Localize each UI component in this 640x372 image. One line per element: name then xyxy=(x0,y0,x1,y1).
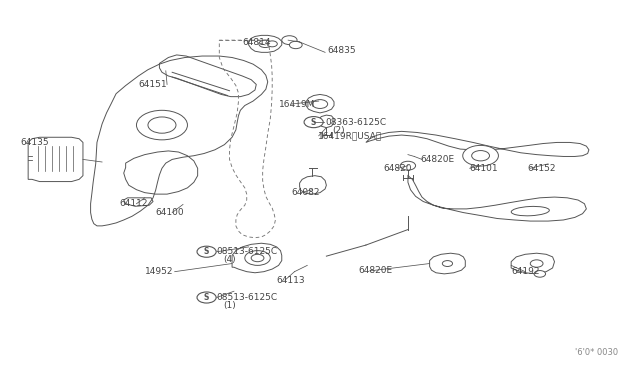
Circle shape xyxy=(251,254,264,262)
Text: S: S xyxy=(204,293,209,302)
Circle shape xyxy=(442,260,452,266)
Text: 08513-6125C: 08513-6125C xyxy=(217,247,278,256)
Circle shape xyxy=(267,41,277,47)
Circle shape xyxy=(282,36,297,45)
Text: 64082: 64082 xyxy=(291,188,320,197)
Text: 64152: 64152 xyxy=(527,164,556,173)
Circle shape xyxy=(312,100,328,109)
Circle shape xyxy=(136,110,188,140)
Circle shape xyxy=(400,161,415,170)
Circle shape xyxy=(534,270,545,277)
Text: 16419M: 16419M xyxy=(278,100,315,109)
Text: 64151: 64151 xyxy=(138,80,167,89)
Text: 64101: 64101 xyxy=(470,164,499,173)
Circle shape xyxy=(259,40,271,48)
Text: (4): (4) xyxy=(223,255,236,264)
Circle shape xyxy=(289,41,302,49)
Circle shape xyxy=(531,260,543,267)
Text: 08513-6125C: 08513-6125C xyxy=(217,293,278,302)
Circle shape xyxy=(245,251,270,265)
Text: (1): (1) xyxy=(223,301,236,311)
Text: 64814: 64814 xyxy=(243,38,271,46)
Text: 64135: 64135 xyxy=(20,138,49,147)
Text: S: S xyxy=(204,247,209,256)
Text: 64112: 64112 xyxy=(119,199,148,208)
Text: 64820: 64820 xyxy=(384,164,412,173)
Text: 64820E: 64820E xyxy=(420,155,455,164)
Text: 64835: 64835 xyxy=(328,46,356,55)
Text: '6'0* 0030: '6'0* 0030 xyxy=(575,347,618,357)
Text: (2): (2) xyxy=(333,126,346,135)
Text: 64113: 64113 xyxy=(276,276,305,285)
Text: 64100: 64100 xyxy=(156,208,184,217)
Circle shape xyxy=(197,246,216,257)
Text: 64820E: 64820E xyxy=(358,266,392,275)
Text: S: S xyxy=(311,118,316,126)
Text: 64192: 64192 xyxy=(511,267,540,276)
Circle shape xyxy=(472,151,490,161)
Text: 08363-6125C: 08363-6125C xyxy=(325,118,386,126)
Circle shape xyxy=(148,117,176,133)
Text: 16419R〈USA〉: 16419R〈USA〉 xyxy=(318,131,382,140)
Circle shape xyxy=(304,116,323,128)
Circle shape xyxy=(463,145,499,166)
Circle shape xyxy=(197,292,216,303)
Text: 14952: 14952 xyxy=(145,267,173,276)
